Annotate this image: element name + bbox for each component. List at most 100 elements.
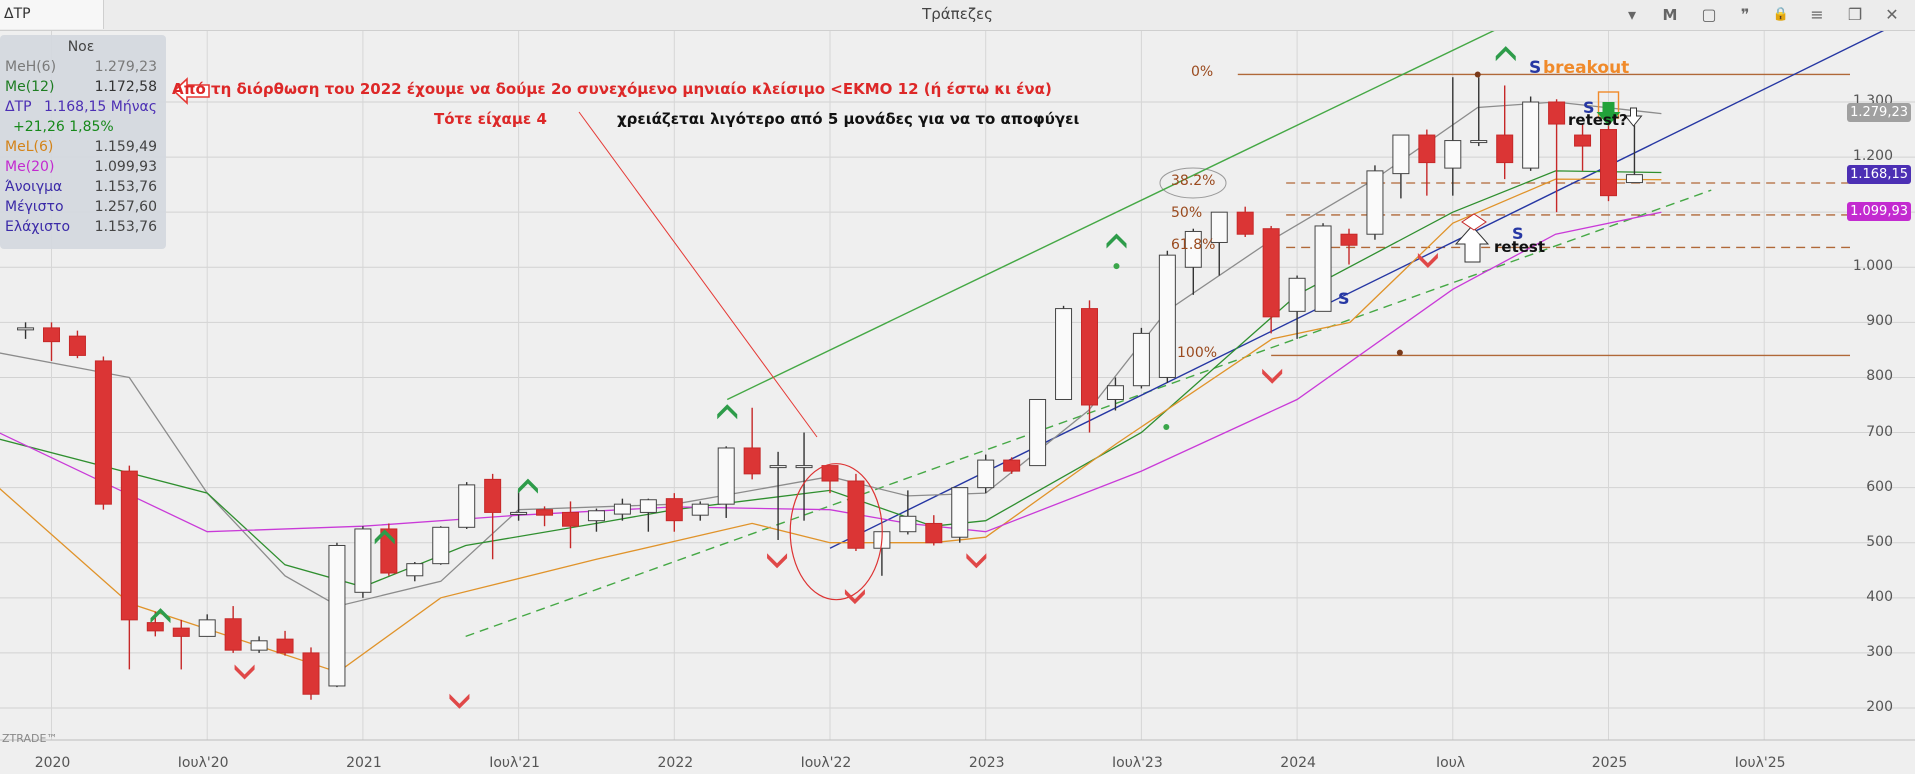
lock-icon[interactable]: 🔒 [1772, 7, 1790, 22]
candle-body [1106, 385, 1124, 400]
annotation-pointer-line [578, 111, 818, 438]
price-tag: 1.099,93 [1847, 202, 1911, 222]
retest-label: retest [1494, 238, 1546, 256]
up-chevron-icon [374, 529, 395, 545]
down-chevron-icon [449, 693, 470, 709]
comment-icon[interactable]: ❞ [1740, 5, 1750, 24]
candle-body [562, 511, 579, 527]
candle-body [302, 652, 320, 695]
x-tick-label: Ιουλ [1436, 755, 1466, 771]
candle-body [1288, 277, 1306, 312]
y-tick-label: 400 [1866, 588, 1893, 605]
down-chevron-icon [1262, 368, 1283, 384]
info-row: Ελάχιστο 1.153,76 [5, 217, 157, 237]
y-tick-label: 700 [1866, 423, 1893, 440]
candle-body [1132, 332, 1150, 387]
candle-body [639, 499, 657, 513]
fib-level-label: 61.8% [1171, 237, 1216, 254]
info-row-value: 1.099,93 [94, 159, 157, 175]
info-row: MeL(6) 1.159,49 [5, 137, 157, 157]
fib-level-label: 38.2% [1171, 172, 1216, 189]
candle-body [17, 327, 35, 331]
candle-body [1392, 134, 1410, 175]
candle-body [172, 627, 190, 637]
retest-s-label-bottom: S [1512, 224, 1524, 243]
up-chevron-icon [517, 478, 538, 494]
close-icon[interactable]: ✕ [1885, 5, 1899, 24]
candle-body [68, 335, 86, 356]
candle-body [587, 510, 605, 522]
candle-body [458, 484, 476, 528]
candle-body [1418, 134, 1436, 164]
annotation-needs-note: χρειάζεται λιγότερο από 5 μονάδες για να… [617, 110, 1080, 128]
candle-body [1444, 140, 1462, 169]
symbol-field[interactable]: ΔΤΡ [0, 0, 104, 29]
candle-body [717, 447, 735, 505]
candle-body [146, 622, 164, 632]
candle-body [432, 526, 450, 565]
candle-body [769, 465, 787, 469]
down-chevron-icon [234, 664, 255, 680]
candle-body [1314, 225, 1332, 312]
down-chevron-icon [767, 553, 788, 569]
candle-body [1470, 140, 1488, 144]
candle-body [1055, 308, 1073, 400]
annotation-then-note: Τότε είχαμε 4 [434, 110, 547, 128]
candle-body [276, 638, 294, 654]
candle-body [1210, 211, 1228, 243]
candle-body [120, 470, 138, 621]
info-row-label: ΔΤΡ [5, 99, 32, 115]
candle-body [743, 447, 761, 475]
info-row: +21,26 1,85% [5, 117, 157, 137]
candle-body [536, 509, 554, 516]
moving-average-line [0, 178, 1662, 673]
retest-down-arrow-icon [1624, 107, 1643, 127]
panel-icon[interactable]: ▢ [1701, 5, 1717, 24]
up-chevron-icon [1495, 46, 1516, 62]
x-tick-label: 2024 [1280, 755, 1316, 771]
info-row-value: 1.153,76 [94, 179, 157, 195]
info-row: Άνοιγμα 1.153,76 [5, 177, 157, 197]
candle-body [250, 640, 268, 651]
info-row-label: Μέγιστο [5, 199, 64, 215]
down-chevron-icon [1417, 253, 1438, 269]
y-tick-label: 600 [1866, 478, 1893, 495]
annotation-correction-note: Από τη διόρθωση του 2022 έχουμε να δούμε… [172, 80, 1052, 98]
restore-icon[interactable]: ❐ [1847, 5, 1863, 24]
retest-diamond-icon [1461, 213, 1487, 231]
info-row-label: Me(20) [5, 159, 55, 175]
candle-body [691, 503, 709, 516]
candle-body [1081, 308, 1098, 406]
y-tick-label: 900 [1866, 313, 1893, 330]
candle-body [198, 619, 216, 637]
window-title: Τράπεζες [922, 5, 993, 23]
candle-body [406, 563, 424, 577]
candle-body [1600, 129, 1617, 197]
candle-body [1548, 101, 1566, 125]
moving-average-line [0, 170, 1662, 588]
y-tick-label: 800 [1866, 368, 1893, 385]
info-row-label: MeL(6) [5, 139, 54, 155]
dropdown-chevron-icon[interactable]: ▾ [1627, 5, 1637, 24]
menu-icon[interactable]: ≡ [1810, 5, 1824, 24]
x-tick-label: Ιουλ'22 [800, 755, 852, 771]
candle-body [1158, 254, 1176, 378]
candle-body [1003, 459, 1021, 472]
candle-body [1625, 174, 1643, 184]
down-chevron-icon [966, 553, 987, 569]
retest-question-label: retest? [1568, 111, 1628, 129]
candle-body [510, 511, 528, 515]
fib-level-label: 50% [1171, 204, 1203, 221]
price-chart[interactable] [0, 31, 1915, 774]
trend-point [1396, 349, 1403, 356]
info-row: Me(20) 1.099,93 [5, 157, 157, 177]
candle-body [1236, 211, 1254, 235]
candle-body [847, 480, 865, 549]
x-tick-label: Ιουλ'25 [1734, 755, 1786, 771]
up-chevron-icon [1106, 233, 1127, 249]
y-tick-label: 500 [1866, 533, 1893, 550]
month-period-button[interactable]: M [1662, 6, 1678, 24]
info-row-value: 1.153,76 [94, 219, 157, 235]
retest-up-arrow-icon [1454, 225, 1490, 263]
